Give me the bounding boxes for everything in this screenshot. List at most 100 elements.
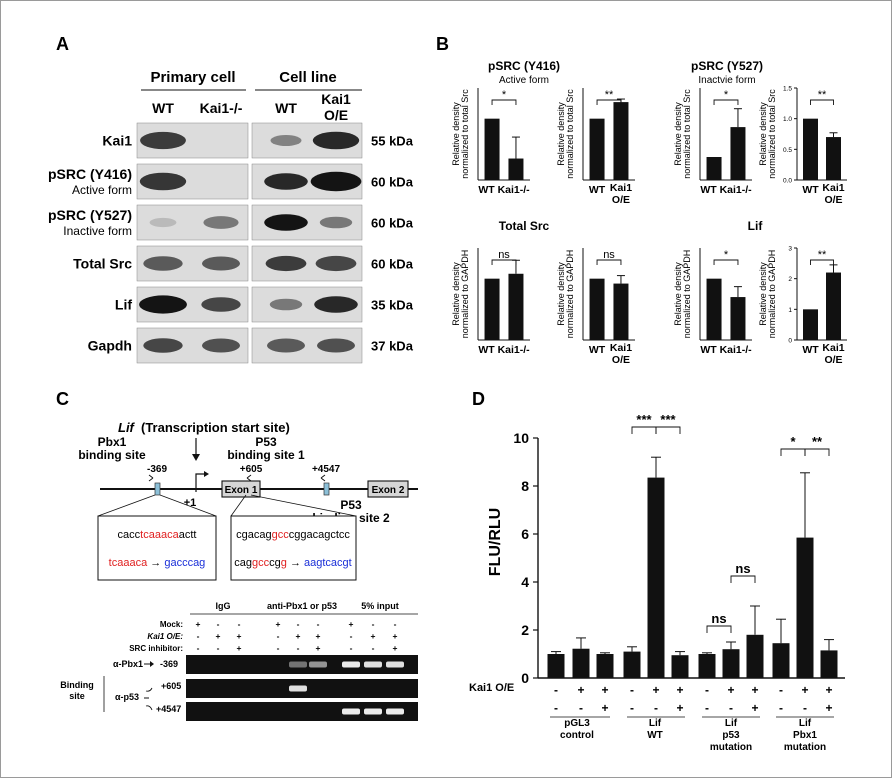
y-axis-label: normalized to total Src [565,89,575,179]
blot-band [149,217,177,228]
blot-band [317,338,355,353]
pbx1-site: Pbx1 [98,435,127,449]
cond-sign: - [217,643,220,653]
significance-mark: * [724,249,729,261]
bar [508,158,524,180]
kai1-sign: + [676,683,683,697]
inhibitor-sign: - [729,701,733,715]
bar [613,283,629,340]
col-wt: WT [152,100,174,116]
lane-p605: +605 [161,681,181,691]
y-axis-label: Relative density [451,262,461,326]
blot-band [264,173,308,190]
pos-p605: +605 [240,464,263,475]
x-label: WT Kai1-/- [478,344,530,356]
inhibitor-sign: - [579,701,583,715]
significance-mark: ns [498,249,510,261]
col-wt: WT [275,100,297,116]
grp4-l3: mutation [784,742,826,753]
kda-label: 35 kDa [371,298,414,313]
pbx1-box [154,482,161,496]
arrowhead-icon [204,471,209,477]
gel-band [364,708,382,715]
y-tick-label: 8 [521,478,529,494]
lane-p4547: +4547 [156,704,181,714]
y-tick-label: 0 [521,670,529,686]
d-ylabel: FLU/RLU [487,508,504,576]
y-tick-label: 6 [521,526,529,542]
cond-sign: - [350,631,353,641]
cond-sign: - [238,619,241,629]
y-axis-label: normalized to total Src [767,89,777,179]
significance-mark: * [502,89,507,101]
y-tick-label: 0 [788,338,792,345]
group-cell-line: Cell line [279,69,337,86]
exon2-label: Exon 2 [372,485,405,496]
ap53-label: α-p53 [115,692,139,702]
tss-bent-arrow [195,473,206,492]
kda-label: 60 kDa [371,257,414,272]
significance-bracket [730,575,756,583]
significance-mark: ns [603,249,615,261]
group-labels: pGL3 control Lif WT Lif p53 mutation Lif… [560,718,826,753]
blot-band [143,338,183,353]
bar [589,118,605,180]
gel-band [342,708,360,715]
cond-sign: - [297,643,300,653]
col-kai1-oe: Kai1 [321,91,351,107]
y-axis-label: normalized to GAPDH [767,250,777,339]
lane-m369: -369 [160,659,178,669]
inhibitor-sign: - [554,701,558,715]
subtitle-py416: Active form [499,75,549,86]
x-label: O/E [612,194,630,206]
x-label: WT [802,184,819,196]
row-label: Total Src [73,256,132,272]
kai1-sign: + [801,683,808,697]
chip-gel: IgG anti-Pbx1 or p53 5% input Mock: Kai1… [60,601,418,721]
cond-sign: + [216,631,221,641]
row-label: pSRC (Y527) [48,207,132,223]
significance-bracket [706,625,732,633]
binding-label: Binding [60,680,94,690]
bar [547,654,565,678]
bar-charts: Relative density normalized to total Src *… [451,86,847,366]
kai1-sign: + [577,683,584,697]
bar [706,278,722,340]
significance-mark: ** [605,89,614,101]
kda-label: 37 kDa [371,339,414,354]
grp4-l2: Pbx1 [793,730,817,741]
x-label: WT Kai1-/- [700,184,752,196]
blot-band [202,338,240,353]
x-label: WT Kai1-/- [700,344,752,356]
p53-site1: P53 [255,435,277,449]
exon2-box [367,480,409,498]
grp4-l1: Lif [799,718,812,729]
significance-mark: *** [660,412,676,427]
y-axis-label: Relative density [758,102,768,166]
bar [572,648,590,678]
gel-band [386,708,404,715]
bar [596,654,614,678]
bar [796,537,814,678]
bar [484,278,500,340]
blot-band [314,296,358,313]
panel-d-letter: D [472,389,485,409]
seq1: cacctcaaacaactt [118,529,197,541]
cond-sign: + [371,631,376,641]
cond-sign: + [276,619,281,629]
pos-m369: -369 [147,464,167,475]
y-tick-label: 1 [788,307,792,314]
y-axis-label: Relative density [673,102,683,166]
bar [746,634,764,678]
bar [722,649,740,678]
bar [508,273,524,340]
kai1-oe-label: Kai1 O/E [469,682,514,694]
y-axis-label: Relative density [556,102,566,166]
western-blots: Kai1 55 kDa pSRC (Y416)Active form 60 kDa pS… [48,122,414,364]
gel-strip [186,702,418,721]
hdr-igg: IgG [216,601,231,611]
blot-band [143,256,183,271]
y-axis-label: normalized to GAPDH [565,250,575,339]
y-tick-label: 10 [513,430,529,446]
